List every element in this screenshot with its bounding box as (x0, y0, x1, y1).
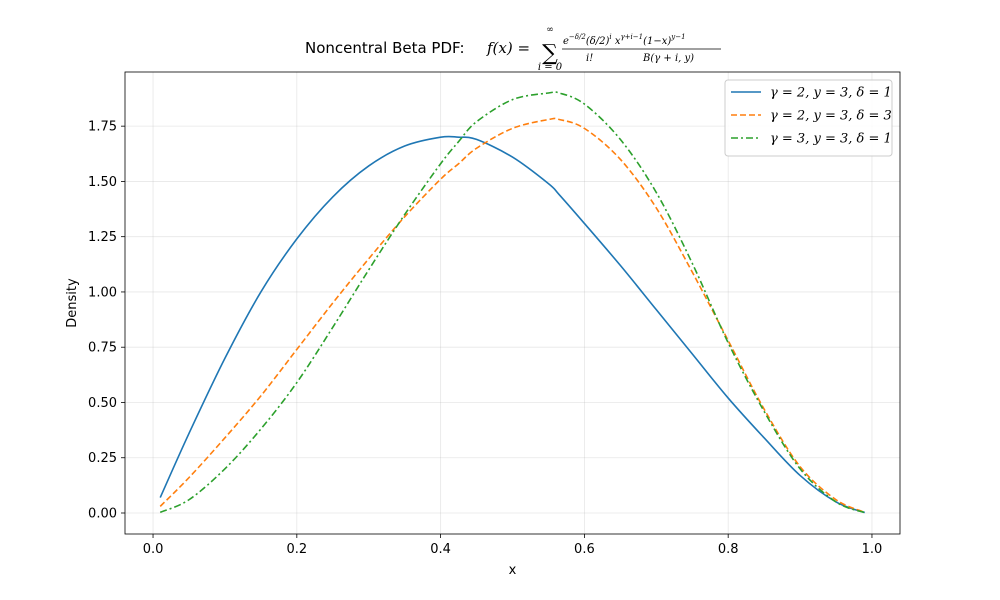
legend-label-1: γ = 2, y = 3, δ = 1 (770, 86, 892, 101)
y-tick-label: 1.50 (88, 175, 117, 190)
legend-label-3: γ = 3, y = 3, δ = 1 (770, 132, 892, 147)
y-tick-label: 0.00 (88, 507, 117, 522)
num-x: x (612, 36, 621, 47)
y-tick-label: 1.75 (88, 120, 117, 135)
title-numerator: e−δ/2(δ/2)i xγ+i−1(1−x)y−1 (563, 33, 686, 47)
series-line-3 (159, 91, 866, 514)
x-tick-label: 0.2 (286, 542, 307, 557)
sum-upper-limit: ∞ (546, 25, 554, 35)
sum-lower-limit: i = 0 (538, 62, 563, 73)
y-tick-label: 1.25 (88, 230, 117, 245)
x-tick-label: 0.8 (718, 542, 739, 557)
legend: γ = 2, y = 3, δ = 1 γ = 2, y = 3, δ = 3 γ … (724, 79, 893, 157)
x-tick-label: 0.0 (143, 542, 164, 557)
legend-box (724, 79, 893, 157)
x-axis: 0.0 0.2 0.4 0.6 0.8 1.0 (143, 534, 883, 557)
num-e-exp: −δ/2 (569, 33, 586, 41)
num-x-exp: γ+i−1 (620, 33, 643, 41)
num-mid: (δ/2) (586, 36, 610, 47)
y-axis-label: Density (65, 278, 80, 328)
x-axis-label: x (509, 563, 517, 578)
series-line-1 (159, 135, 866, 514)
title-denominator-left: i! (586, 53, 593, 64)
num-tail: (1−x) (643, 36, 671, 47)
num-i-exp: i (609, 33, 611, 41)
y-tick-label: 0.75 (88, 341, 117, 356)
y-axis: 0.00 0.25 0.50 0.75 1.00 1.25 1.50 1.75 (88, 120, 125, 522)
legend-label-2: γ = 2, y = 3, δ = 3 (770, 109, 892, 124)
x-tick-label: 0.6 (574, 542, 595, 557)
grid (125, 72, 900, 534)
num-e: e (563, 36, 569, 47)
series-line-2 (159, 117, 866, 514)
chart-title-prefix: Noncentral Beta PDF: (305, 39, 465, 57)
y-tick-label: 1.00 (88, 285, 117, 300)
y-tick-label: 0.25 (88, 451, 117, 466)
sum-symbol: ∑ (542, 41, 558, 66)
chart-title-lhs: f(x) = (486, 39, 530, 57)
x-tick-label: 0.4 (430, 542, 451, 557)
x-tick-label: 1.0 (862, 542, 883, 557)
chart-title: Noncentral Beta PDF: f(x) = ∞ ∑ i = 0 e−… (305, 25, 721, 73)
y-tick-label: 0.50 (88, 396, 117, 411)
series-layer (159, 91, 866, 514)
plot-frame (124, 71, 901, 535)
title-denominator-right: B(γ + i, y) (642, 53, 694, 64)
num-tail-exp: y−1 (670, 33, 685, 41)
